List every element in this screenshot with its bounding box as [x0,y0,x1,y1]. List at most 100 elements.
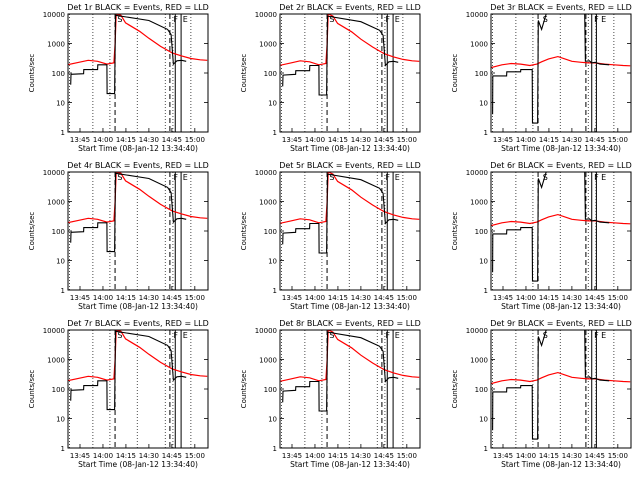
panel-title: Det 4r BLACK = Events, RED = LLD [67,161,209,170]
x-tick-label: 13:45 [493,294,513,302]
series-lld-line [280,172,420,224]
y-tick-label: 10 [479,416,488,424]
x-tick-label: 14:30 [351,136,371,144]
series-events-line [492,14,610,124]
marker-label: E [183,331,188,340]
y-tick-label: 1000 [259,357,277,365]
x-tick-label: 13:45 [282,452,302,460]
marker-label: S [329,331,334,340]
y-tick-label: 100 [475,70,488,78]
marker-label: F [173,15,178,24]
x-tick-label: 15:00 [185,294,205,302]
y-tick-label: 100 [52,386,65,394]
marker-label: S [543,15,548,24]
y-tick-label: 10 [268,416,277,424]
x-axis-label: Start Time (08-Jan-12 13:34:40) [78,144,198,153]
x-tick-label: 14:15 [328,294,348,302]
y-tick-label: 1000 [470,357,488,365]
y-tick-label: 10000 [255,327,277,335]
x-tick-label: 14:30 [562,136,582,144]
series-events-line [492,330,610,440]
marker-label: E [395,15,400,24]
x-tick-label: 15:00 [608,452,628,460]
marker-label: F [594,331,599,340]
marker-label: S [329,173,334,182]
x-tick-label: 13:45 [282,136,302,144]
y-tick-label: 1 [61,129,65,137]
x-tick-label: 13:45 [70,294,90,302]
panel-1: Det 1r BLACK = Events, RED = LLD S F E 1 10 10… [28,3,209,153]
y-tick-label: 1 [484,445,488,453]
x-axis-label: Start Time (08-Jan-12 13:34:40) [501,460,621,469]
y-tick-label: 100 [475,228,488,236]
marker-label: E [395,331,400,340]
y-axis-label: Counts/sec [28,212,36,251]
x-axis-label: Start Time (08-Jan-12 13:34:40) [501,302,621,311]
x-tick-label: 13:45 [493,452,513,460]
x-axis-label: Start Time (08-Jan-12 13:34:40) [290,460,410,469]
y-tick-label: 1000 [259,199,277,207]
y-axis-label: Counts/sec [240,370,248,409]
panel-title: Det 8r BLACK = Events, RED = LLD [279,319,421,328]
x-tick-label: 14:45 [585,452,605,460]
x-tick-label: 14:30 [351,452,371,460]
x-tick-label: 15:00 [397,136,417,144]
marker-label: S [117,15,122,24]
x-tick-label: 14:00 [93,294,113,302]
x-tick-label: 14:15 [116,294,136,302]
panel-title: Det 6r BLACK = Events, RED = LLD [490,161,632,170]
y-tick-label: 100 [52,228,65,236]
marker-label: F [173,331,178,340]
panel-6: Det 6r BLACK = Events, RED = LLD S F E 1 10 10… [451,161,632,311]
x-tick-label: 14:00 [305,136,325,144]
y-tick-label: 10 [268,100,277,108]
x-tick-label: 14:15 [539,452,559,460]
y-tick-label: 1000 [47,41,65,49]
x-tick-label: 14:15 [539,294,559,302]
panel-2: Det 2r BLACK = Events, RED = LLD S F E 1 10 10… [240,3,421,153]
x-tick-label: 14:30 [351,294,371,302]
y-tick-label: 1000 [470,41,488,49]
x-tick-label: 15:00 [397,452,417,460]
y-tick-label: 10 [56,416,65,424]
marker-label: E [183,173,188,182]
y-axis-label: Counts/sec [240,54,248,93]
x-tick-label: 14:15 [328,452,348,460]
series-lld-line [280,330,420,382]
panel-title: Det 2r BLACK = Events, RED = LLD [279,3,421,12]
marker-label: F [594,173,599,182]
x-axis-label: Start Time (08-Jan-12 13:34:40) [78,460,198,469]
marker-label: S [329,15,334,24]
x-tick-label: 15:00 [185,452,205,460]
y-tick-label: 10 [268,258,277,266]
y-tick-label: 100 [264,386,277,394]
x-axis-label: Start Time (08-Jan-12 13:34:40) [290,144,410,153]
series-events-line [70,14,187,95]
x-tick-label: 15:00 [608,294,628,302]
x-tick-label: 14:15 [116,452,136,460]
x-tick-label: 14:00 [516,136,536,144]
x-tick-label: 14:45 [374,294,394,302]
panel-title: Det 1r BLACK = Events, RED = LLD [67,3,209,12]
x-tick-label: 13:45 [282,294,302,302]
panel-title: Det 3r BLACK = Events, RED = LLD [490,3,632,12]
y-axis-label: Counts/sec [240,212,248,251]
y-tick-label: 1000 [47,357,65,365]
series-lld-line [68,330,208,382]
y-tick-label: 1 [484,287,488,295]
y-tick-label: 10000 [466,169,488,177]
panel-frame [279,329,421,449]
marker-label: F [385,173,390,182]
y-axis-label: Counts/sec [451,212,459,251]
x-tick-label: 13:45 [493,136,513,144]
x-tick-label: 14:45 [162,452,182,460]
series-lld-line [280,14,420,66]
y-tick-label: 100 [52,70,65,78]
x-tick-label: 14:45 [585,136,605,144]
y-tick-label: 1 [273,287,277,295]
